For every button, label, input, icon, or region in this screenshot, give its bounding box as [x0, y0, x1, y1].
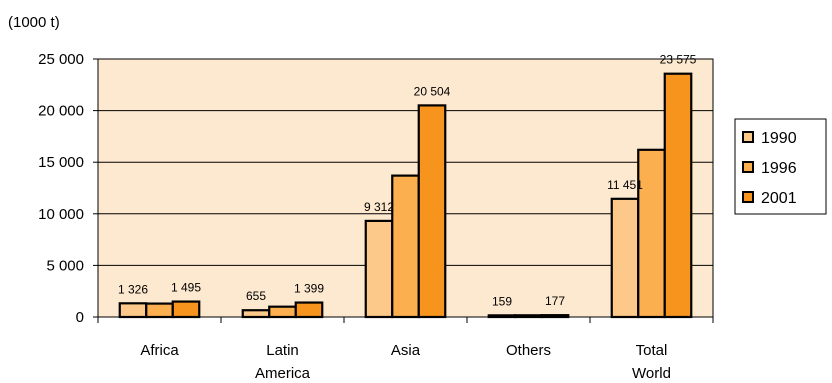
bar-2001-2 [417, 104, 447, 319]
y-axis: 0 5 000 10 000 15 000 20 000 25 000 [38, 51, 99, 326]
bar-1990-1 [241, 309, 271, 319]
legend-label-1996: 1996 [761, 160, 797, 177]
y-tick-label: 0 [76, 309, 84, 326]
y-tick-label: 15 000 [38, 154, 84, 171]
data-label: 177 [545, 294, 565, 308]
data-label: 11 451 [607, 178, 643, 192]
bar-1996-4 [637, 148, 666, 319]
x-category-label: Total [636, 342, 668, 359]
bar-1996-1 [268, 305, 297, 319]
bar-2001-4 [663, 72, 693, 319]
data-label: 1 326 [118, 282, 148, 296]
bar-1990-0 [118, 302, 148, 319]
x-category-label: Africa [140, 342, 179, 359]
x-category-label: Asia [391, 342, 421, 359]
x-category-label: World [632, 365, 671, 382]
data-label: 1 495 [171, 281, 201, 295]
y-tick-label: 20 000 [38, 103, 84, 120]
legend-swatch-1996 [742, 161, 754, 173]
bar-2001-0 [171, 300, 201, 319]
legend-label-1990: 1990 [761, 130, 797, 147]
data-label: 9 312 [364, 200, 394, 214]
legend-label-2001: 2001 [761, 190, 797, 207]
data-label: 23 575 [660, 53, 697, 67]
x-axis: Africa Latin America Asia Others Total World [97, 316, 714, 382]
x-category-label: Latin [266, 342, 299, 359]
bar-1996-2 [391, 174, 420, 319]
data-label: 1 399 [294, 282, 324, 296]
data-label: 20 504 [414, 84, 451, 98]
legend-swatch-2001 [742, 191, 754, 203]
legend: 1990 1996 2001 [734, 118, 827, 215]
x-category-label: Others [506, 342, 551, 359]
bar-1990-4 [610, 197, 640, 319]
y-tick-label: 5 000 [46, 257, 84, 274]
x-category-label: America [255, 365, 311, 382]
bars [118, 72, 693, 319]
data-labels: 1 326 1 495 655 1 399 9 312 20 504 159 177 11 45… [118, 53, 697, 309]
y-tick-label: 10 000 [38, 206, 84, 223]
bar-1996-0 [145, 302, 174, 319]
data-label: 655 [246, 289, 266, 303]
bar-2001-1 [294, 301, 324, 319]
legend-swatch-1990 [742, 131, 754, 143]
bar-1990-2 [364, 219, 394, 319]
y-tick-label: 25 000 [38, 51, 84, 68]
y-unit-label: (1000 t) [8, 14, 60, 31]
data-label: 159 [492, 294, 512, 308]
